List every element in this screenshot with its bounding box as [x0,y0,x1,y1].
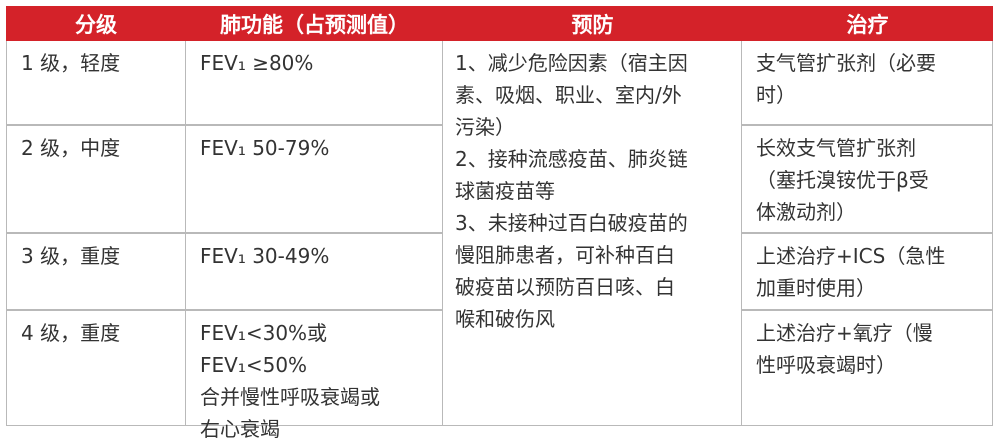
row-4-lung-function: FEV₁<30%或 FEV₁<50% 合并慢性呼吸衰竭或 右心衰竭 [186,310,443,441]
header-prevention: 预防 [443,6,742,41]
row-4-treatment: 上述治疗+氧疗（慢 性呼吸衰竭时） [742,310,993,426]
header-grade: 分级 [6,6,186,41]
copd-grading-table: 分级 肺功能（占预测值） 预防 治疗 1 级，轻度 FEV₁ ≥80% 支气管扩… [6,6,993,441]
row-3-lung-function: FEV₁ 30-49% [186,233,443,310]
row-2-lung-function: FEV₁ 50-79% [186,125,443,233]
row-3-treatment: 上述治疗+ICS（急性 加重时使用） [742,233,993,310]
row-2-treatment: 长效支气管扩张剂 （塞托溴铵优于β受 体激动剂） [742,125,993,233]
row-4-grade: 4 级，重度 [6,310,186,426]
row-1-lung-function: FEV₁ ≥80% [186,41,443,125]
header-treatment: 治疗 [742,6,993,41]
row-2-grade: 2 级，中度 [6,125,186,233]
row-1-grade: 1 级，轻度 [6,41,186,125]
row-3-grade: 3 级，重度 [6,233,186,310]
header-lung-function: 肺功能（占预测值） [186,6,443,41]
row-1-treatment: 支气管扩张剂（必要 时） [742,41,993,125]
prevention-cell: 1、减少危险因素（宿主因 素、吸烟、职业、室内/外 污染） 2、接种流感疫苗、肺… [443,41,742,426]
